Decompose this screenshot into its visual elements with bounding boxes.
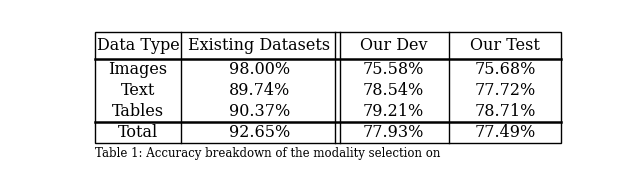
Text: 79.21%: 79.21% — [363, 103, 424, 120]
Text: Table 1: Accuracy breakdown of the modality selection on: Table 1: Accuracy breakdown of the modal… — [95, 147, 440, 160]
Text: Our Test: Our Test — [470, 37, 540, 54]
Text: Existing Datasets: Existing Datasets — [188, 37, 330, 54]
Text: 77.49%: 77.49% — [474, 124, 536, 141]
Text: 77.72%: 77.72% — [474, 82, 536, 99]
Text: 92.65%: 92.65% — [228, 124, 290, 141]
Text: 89.74%: 89.74% — [228, 82, 290, 99]
Text: Images: Images — [108, 60, 168, 78]
Text: Tables: Tables — [112, 103, 164, 120]
Text: 77.93%: 77.93% — [363, 124, 424, 141]
Text: 90.37%: 90.37% — [228, 103, 290, 120]
Text: Our Dev: Our Dev — [360, 37, 427, 54]
Text: 78.71%: 78.71% — [474, 103, 536, 120]
Text: 75.58%: 75.58% — [363, 60, 424, 78]
Text: 75.68%: 75.68% — [474, 60, 536, 78]
Text: Data Type: Data Type — [97, 37, 179, 54]
Text: 98.00%: 98.00% — [228, 60, 290, 78]
Text: 78.54%: 78.54% — [363, 82, 424, 99]
Text: Total: Total — [118, 124, 158, 141]
Text: Text: Text — [121, 82, 155, 99]
Bar — [95, 32, 561, 143]
